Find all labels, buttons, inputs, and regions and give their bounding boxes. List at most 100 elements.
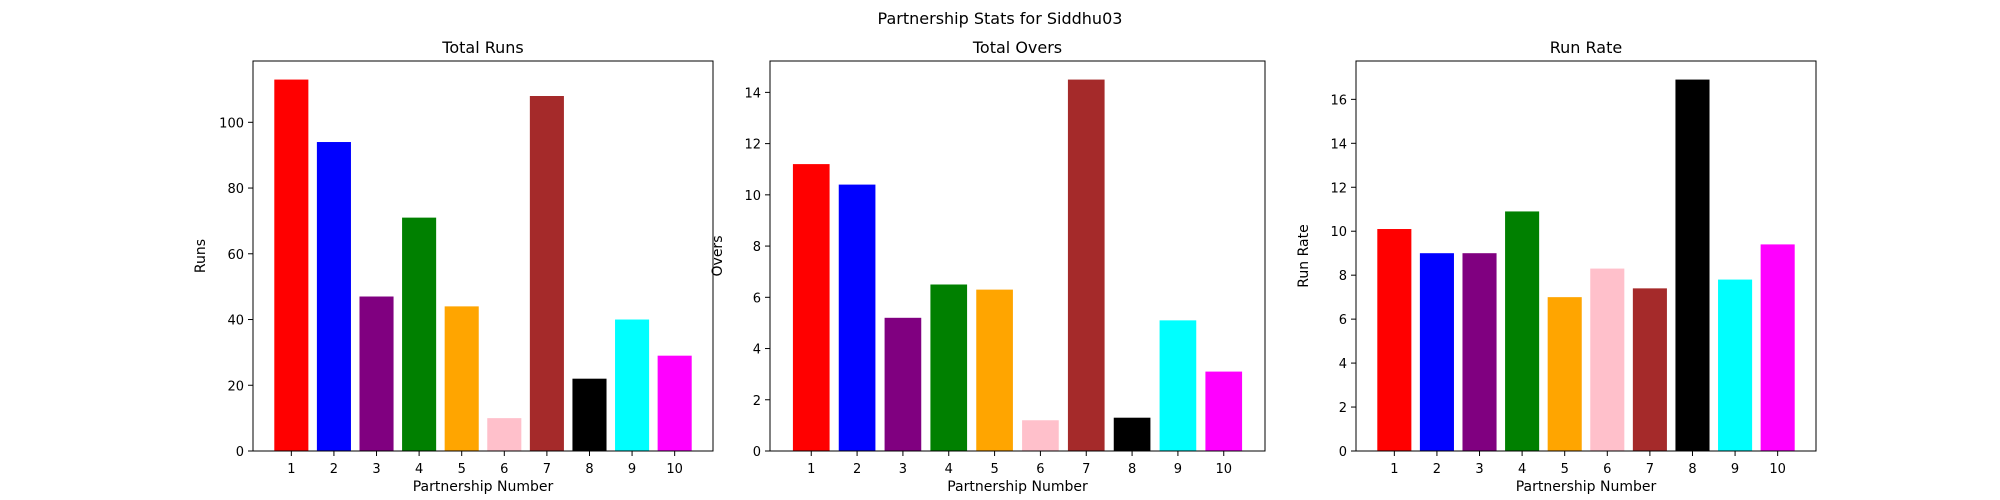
axes-frame — [769, 60, 1266, 452]
y-tick-label: 4 — [753, 343, 761, 358]
y-tick-label: 40 — [227, 314, 244, 329]
x-tick-label: 1 — [287, 462, 295, 477]
axes-frame — [1355, 60, 1817, 452]
bar — [1675, 79, 1710, 452]
y-axis-label: Run Rate — [1296, 224, 1312, 287]
x-tick-label: 8 — [585, 462, 593, 477]
bar — [1462, 253, 1497, 451]
bar — [444, 306, 479, 451]
x-tick-label: 7 — [1646, 462, 1654, 477]
bar — [976, 289, 1013, 451]
x-axis-label: Partnership Number — [947, 479, 1088, 495]
x-tick-label: 3 — [1475, 462, 1483, 477]
x-tick-label: 7 — [543, 462, 551, 477]
bar — [884, 317, 922, 451]
y-tick-label: 10 — [1330, 225, 1347, 240]
bar — [402, 217, 437, 451]
bar — [316, 142, 351, 451]
y-tick-label: 12 — [744, 138, 761, 153]
y-tick-label: 12 — [1330, 181, 1347, 196]
x-tick-label: 9 — [1174, 462, 1182, 477]
x-tick-label: 9 — [1731, 462, 1739, 477]
bar — [1419, 253, 1454, 451]
bar — [1205, 371, 1243, 451]
bar — [274, 79, 309, 452]
y-tick-label: 4 — [1339, 357, 1347, 372]
y-tick-label: 100 — [219, 116, 244, 131]
x-tick-label: 1 — [807, 462, 815, 477]
axes-frame — [252, 60, 714, 452]
y-tick-label: 80 — [227, 182, 244, 197]
bar-group — [274, 79, 692, 452]
x-tick-label: 5 — [990, 462, 998, 477]
bar — [1505, 211, 1540, 451]
bar — [1067, 79, 1105, 452]
x-tick-label: 3 — [372, 462, 380, 477]
x-tick-label: 4 — [945, 462, 953, 477]
x-tick-label: 6 — [1603, 462, 1611, 477]
y-tick-label: 0 — [753, 445, 761, 460]
x-tick-label: 1 — [1390, 462, 1398, 477]
x-tick-label: 7 — [1082, 462, 1090, 477]
bar — [1377, 229, 1412, 451]
y-tick-label: 16 — [1330, 93, 1347, 108]
figure-suptitle: Partnership Stats for Siddhu03 — [878, 9, 1123, 28]
subplot-title: Total Runs — [441, 38, 523, 57]
bar — [657, 355, 692, 451]
x-tick-label: 10 — [666, 462, 683, 477]
bar — [1022, 420, 1059, 451]
y-axis-label: Runs — [193, 239, 209, 273]
y-tick-label: 0 — [236, 445, 244, 460]
x-tick-label: 10 — [1769, 462, 1786, 477]
y-tick-label: 60 — [227, 248, 244, 263]
y-tick-label: 6 — [753, 291, 761, 306]
x-tick-label: 8 — [1688, 462, 1696, 477]
bar — [1113, 417, 1151, 451]
y-axis-label: Overs — [710, 236, 726, 277]
y-tick-label: 14 — [1330, 137, 1347, 152]
bar — [792, 164, 830, 451]
bar — [359, 296, 394, 451]
x-tick-label: 4 — [1518, 462, 1526, 477]
x-tick-label: 2 — [853, 462, 861, 477]
subplot-title: Total Overs — [972, 38, 1062, 57]
x-tick-label: 2 — [330, 462, 338, 477]
bar — [1590, 268, 1625, 451]
subplot-title: Run Rate — [1550, 38, 1622, 57]
bar — [615, 319, 650, 451]
x-tick-label: 5 — [458, 462, 466, 477]
y-tick-label: 8 — [753, 240, 761, 255]
bar — [487, 418, 522, 451]
bar — [930, 284, 968, 451]
bar — [572, 378, 607, 451]
y-tick-label: 2 — [1339, 401, 1347, 416]
y-tick-label: 8 — [1339, 269, 1347, 284]
x-tick-label: 6 — [500, 462, 508, 477]
bar — [529, 96, 564, 452]
y-tick-label: 0 — [1339, 445, 1347, 460]
y-tick-label: 20 — [227, 379, 244, 394]
bar — [1632, 288, 1667, 451]
x-tick-label: 3 — [899, 462, 907, 477]
x-tick-label: 8 — [1128, 462, 1136, 477]
bar — [1547, 297, 1582, 451]
x-tick-label: 9 — [628, 462, 636, 477]
bar-group — [792, 79, 1243, 452]
x-tick-label: 10 — [1215, 462, 1232, 477]
x-axis-label: Partnership Number — [1516, 479, 1657, 495]
x-tick-label: 4 — [415, 462, 423, 477]
bar — [1718, 279, 1753, 451]
x-tick-label: 6 — [1036, 462, 1044, 477]
x-axis-label: Partnership Number — [413, 479, 554, 495]
y-tick-label: 6 — [1339, 313, 1347, 328]
x-tick-label: 2 — [1433, 462, 1441, 477]
y-tick-label: 10 — [744, 189, 761, 204]
bar — [838, 184, 876, 451]
bar-group — [1377, 79, 1795, 452]
